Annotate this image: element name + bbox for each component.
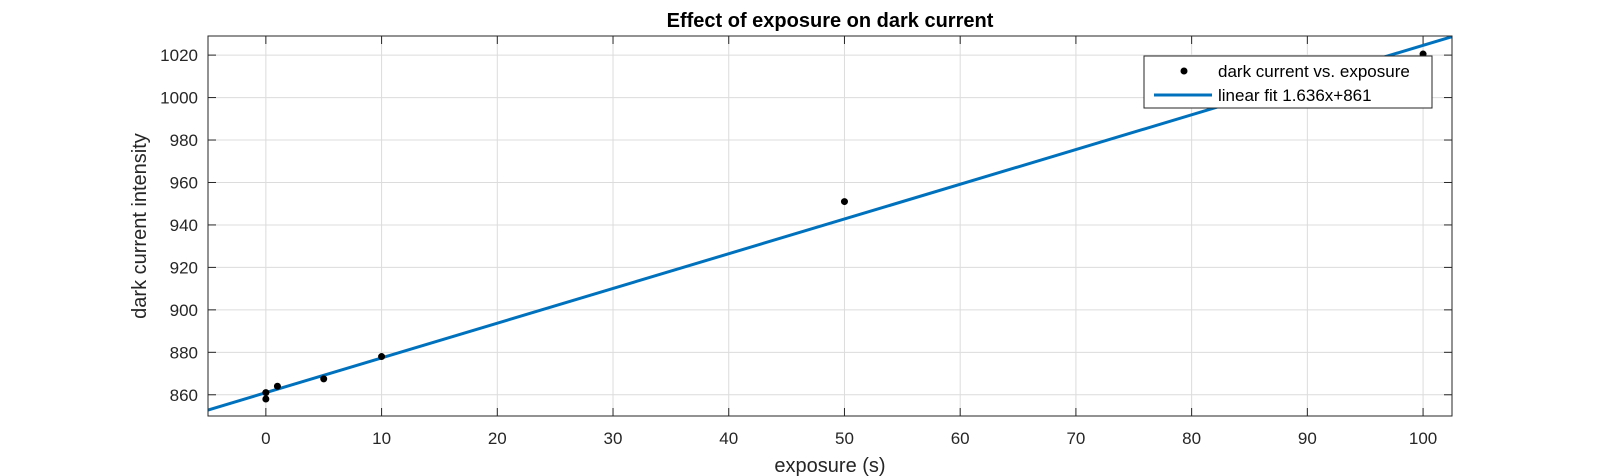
y-tick-label: 860	[170, 386, 198, 405]
data-point	[262, 395, 270, 403]
data-point	[262, 389, 270, 397]
x-tick-label: 10	[372, 429, 391, 448]
x-tick-label: 100	[1409, 429, 1437, 448]
legend-entry-fit-line: linear fit 1.636x+861	[1218, 86, 1372, 105]
data-point	[320, 375, 328, 383]
y-tick-label: 880	[170, 343, 198, 362]
y-tick-label: 1020	[160, 46, 198, 65]
y-tick-label: 940	[170, 216, 198, 235]
y-tick-label: 960	[170, 173, 198, 192]
x-tick-label: 70	[1066, 429, 1085, 448]
legend: dark current vs. exposure linear fit 1.6…	[1143, 55, 1433, 109]
y-tick-label: 920	[170, 258, 198, 277]
axes-box	[207, 35, 1453, 417]
x-tick-label: 0	[261, 429, 270, 448]
grid	[208, 36, 1452, 416]
axis-ticks: 0 10 20 30 40 50 60 70 80 90 100860880900920940960…	[160, 36, 1452, 448]
y-tick-label: 900	[170, 301, 198, 320]
legend-box	[1143, 55, 1433, 109]
y-axis-label: dark current intensity	[129, 133, 151, 319]
x-tick-label: 40	[719, 429, 738, 448]
x-axis-label: exposure (s)	[774, 455, 885, 476]
x-tick-label: 20	[488, 429, 507, 448]
x-tick-label: 90	[1298, 429, 1317, 448]
y-tick-label: 980	[170, 131, 198, 150]
data-point	[273, 382, 281, 390]
chart-title: Effect of exposure on dark current	[667, 10, 994, 32]
x-tick-label: 80	[1182, 429, 1201, 448]
data-point	[840, 198, 848, 206]
x-tick-label: 30	[604, 429, 623, 448]
legend-entry-scatter: dark current vs. exposure	[1218, 62, 1410, 81]
data-point	[378, 353, 386, 361]
x-tick-label: 50	[835, 429, 854, 448]
y-tick-label: 1000	[160, 89, 198, 108]
legend-marker-scatter	[1180, 67, 1188, 75]
x-tick-label: 60	[951, 429, 970, 448]
